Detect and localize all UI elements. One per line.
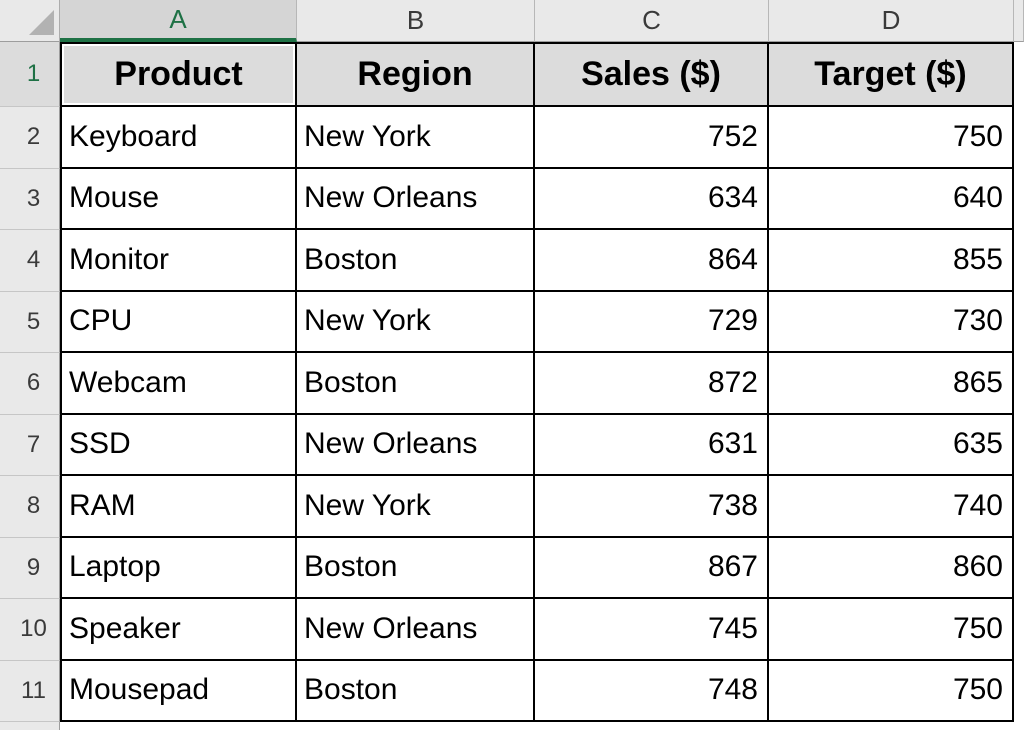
row-header-7[interactable]: 7 bbox=[0, 414, 60, 476]
row-header-partial-12[interactable] bbox=[0, 722, 60, 730]
fill-handle[interactable] bbox=[293, 103, 295, 105]
cell-b1[interactable]: Region bbox=[297, 42, 535, 107]
column-header-a[interactable]: A bbox=[60, 0, 297, 42]
row-header-9[interactable]: 9 bbox=[0, 537, 60, 599]
cell-a11[interactable]: Mousepad bbox=[60, 660, 297, 722]
row-header-6[interactable]: 6 bbox=[0, 353, 60, 415]
cell-d1[interactable]: Target ($) bbox=[769, 42, 1014, 107]
cell-b5[interactable]: New York bbox=[297, 291, 535, 353]
cell-d7[interactable]: 635 bbox=[769, 414, 1014, 476]
column-header-c[interactable]: C bbox=[535, 0, 769, 42]
select-all-button[interactable] bbox=[0, 0, 60, 42]
cell-a5[interactable]: CPU bbox=[60, 291, 297, 353]
cell-b2[interactable]: New York bbox=[297, 107, 535, 169]
cell-d9[interactable]: 860 bbox=[769, 537, 1014, 599]
cell-a3[interactable]: Mouse bbox=[60, 168, 297, 230]
column-header-b[interactable]: B bbox=[297, 0, 535, 42]
cell-a9[interactable]: Laptop bbox=[60, 537, 297, 599]
next-row-sliver bbox=[60, 722, 1014, 730]
cell-b4[interactable]: Boston bbox=[297, 230, 535, 292]
row-header-8[interactable]: 8 bbox=[0, 476, 60, 538]
row-header-4[interactable]: 4 bbox=[0, 230, 60, 292]
cell-c8[interactable]: 738 bbox=[535, 476, 769, 538]
cell-a2[interactable]: Keyboard bbox=[60, 107, 297, 169]
row-header-11[interactable]: 11 bbox=[0, 660, 60, 722]
cell-c5[interactable]: 729 bbox=[535, 291, 769, 353]
column-header-partial-e[interactable] bbox=[1014, 0, 1024, 42]
row-header-1[interactable]: 1 bbox=[0, 42, 60, 107]
row-header-5[interactable]: 5 bbox=[0, 291, 60, 353]
cell-d3[interactable]: 640 bbox=[769, 168, 1014, 230]
cell-b10[interactable]: New Orleans bbox=[297, 599, 535, 661]
cell-c11[interactable]: 748 bbox=[535, 660, 769, 722]
row-header-2[interactable]: 2 bbox=[0, 107, 60, 169]
cell-d11[interactable]: 750 bbox=[769, 660, 1014, 722]
row-header-10[interactable]: 10 bbox=[0, 599, 60, 661]
select-all-icon bbox=[29, 10, 54, 35]
cell-a6[interactable]: Webcam bbox=[60, 353, 297, 415]
cell-a8[interactable]: RAM bbox=[60, 476, 297, 538]
cell-a7[interactable]: SSD bbox=[60, 414, 297, 476]
cell-b7[interactable]: New Orleans bbox=[297, 414, 535, 476]
cell-c10[interactable]: 745 bbox=[535, 599, 769, 661]
cell-c6[interactable]: 872 bbox=[535, 353, 769, 415]
cell-b8[interactable]: New York bbox=[297, 476, 535, 538]
cell-b11[interactable]: Boston bbox=[297, 660, 535, 722]
cell-a1-label: Product bbox=[114, 55, 243, 93]
cell-c4[interactable]: 864 bbox=[535, 230, 769, 292]
cell-b3[interactable]: New Orleans bbox=[297, 168, 535, 230]
cell-c7[interactable]: 631 bbox=[535, 414, 769, 476]
cell-d8[interactable]: 740 bbox=[769, 476, 1014, 538]
cell-b9[interactable]: Boston bbox=[297, 537, 535, 599]
cell-d6[interactable]: 865 bbox=[769, 353, 1014, 415]
cell-a1[interactable]: Product bbox=[60, 42, 297, 107]
cell-d10[interactable]: 750 bbox=[769, 599, 1014, 661]
cell-d4[interactable]: 855 bbox=[769, 230, 1014, 292]
row-header-3[interactable]: 3 bbox=[0, 168, 60, 230]
cell-c2[interactable]: 752 bbox=[535, 107, 769, 169]
cell-c9[interactable]: 867 bbox=[535, 537, 769, 599]
cell-b6[interactable]: Boston bbox=[297, 353, 535, 415]
next-column-sliver bbox=[1014, 42, 1024, 730]
cell-a4[interactable]: Monitor bbox=[60, 230, 297, 292]
cell-a10[interactable]: Speaker bbox=[60, 599, 297, 661]
cell-d5[interactable]: 730 bbox=[769, 291, 1014, 353]
cell-d2[interactable]: 750 bbox=[769, 107, 1014, 169]
cell-c1[interactable]: Sales ($) bbox=[535, 42, 769, 107]
column-header-d[interactable]: D bbox=[769, 0, 1014, 42]
cell-c3[interactable]: 634 bbox=[535, 168, 769, 230]
